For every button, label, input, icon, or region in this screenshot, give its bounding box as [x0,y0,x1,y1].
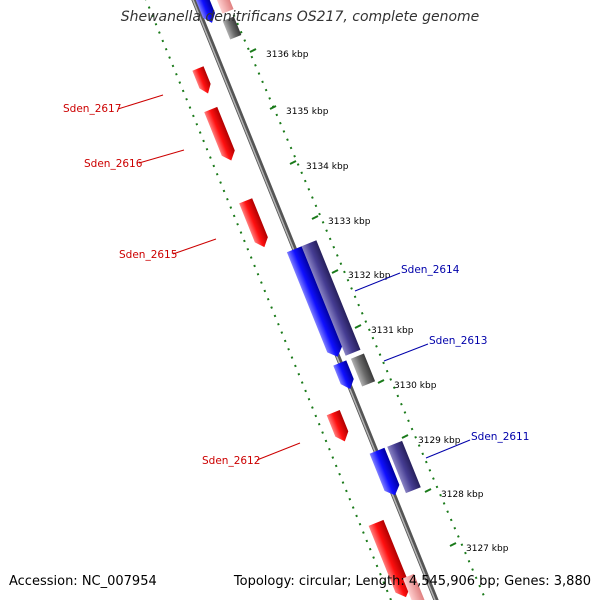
kbp-tick-mark [377,379,385,384]
gene-arrow-reverse-dark[interactable] [301,240,361,356]
gene-arrow-reverse-dark[interactable] [387,440,421,494]
gene-leader-line [425,439,471,459]
gene-leader-line [172,238,217,255]
gene-arrow-reverse[interactable] [193,0,218,25]
gene-leader-line [138,149,185,164]
gene-leader-line [383,343,429,362]
kbp-tick-mark [449,542,457,547]
gene-leader-line [354,272,401,292]
kbp-tick-label: 3128 kbp [441,490,484,500]
inner-tick-track [145,0,392,600]
kbp-tick-label: 3132 kbp [348,271,391,281]
kbp-tick-label: 3134 kbp [306,162,349,172]
accession-text: Accession: NC_007954 [9,574,157,589]
gene-arrow-reverse[interactable] [333,360,356,391]
outer-tick-track [226,0,487,600]
gene-arrow-reverse[interactable] [286,246,345,360]
kbp-tick-label: 3131 kbp [371,326,414,336]
gene-leader-line [117,94,164,110]
gene-arrow-unknown[interactable] [350,353,376,387]
gene-label-sden-2617[interactable]: Sden_2617 [63,103,121,115]
kbp-tick-label: 3136 kbp [266,50,309,60]
gene-arrow-forward[interactable] [192,66,213,96]
kbp-tick-mark [401,434,409,439]
gene-arrow-forward[interactable] [368,519,414,600]
gene-arrow-reverse[interactable] [369,447,403,499]
kbp-tick-mark [331,269,339,274]
gene-label-sden-2611[interactable]: Sden_2611 [471,431,529,443]
gene-arrow-forward[interactable] [216,0,234,14]
kbp-tick-mark [424,488,432,493]
gene-leader-line [256,442,301,461]
gene-arrow-forward[interactable] [239,198,271,250]
kbp-tick-label: 3133 kbp [328,217,371,227]
kbp-tick-label: 3129 kbp [418,436,461,446]
kbp-tick-mark [249,48,257,53]
kbp-tick-label: 3127 kbp [466,544,509,554]
gene-arrow-forward[interactable] [402,573,426,600]
gene-label-sden-2614[interactable]: Sden_2614 [401,264,460,276]
genome-stats-text: Topology: circular; Length: 4,545,906 bp… [233,574,591,589]
gene-label-sden-2616[interactable]: Sden_2616 [84,158,143,170]
kbp-tick-mark [354,324,362,329]
gene-label-sden-2613[interactable]: Sden_2613 [429,335,487,347]
gene-arrow-unknown[interactable] [222,16,242,40]
kbp-tick-mark [269,105,277,110]
kbp-tick-label: 3130 kbp [394,381,437,391]
kbp-tick-label: 3135 kbp [286,107,329,117]
kbp-tick-mark [289,160,297,165]
gene-arrow-forward[interactable] [326,410,352,444]
gene-label-sden-2615[interactable]: Sden_2615 [119,249,177,261]
gene-label-sden-2612[interactable]: Sden_2612 [202,455,260,467]
gene-arrow-forward[interactable] [204,106,238,163]
kbp-tick-mark [311,215,319,220]
genome-title: Shewanella denitrificans OS217, complete… [120,9,480,25]
